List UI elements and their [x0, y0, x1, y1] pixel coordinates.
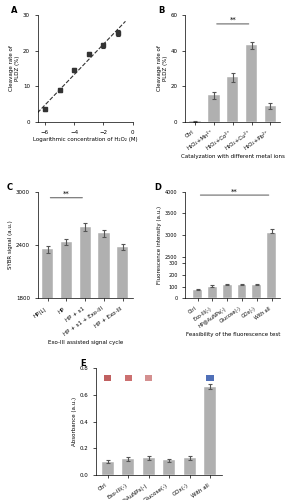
Y-axis label: Cleavage rate of
PLDZ (%): Cleavage rate of PLDZ (%) — [9, 46, 20, 92]
Bar — [61, 242, 72, 459]
Bar — [252, 286, 261, 298]
Text: E: E — [81, 360, 86, 368]
Bar — [98, 234, 110, 459]
Bar — [238, 286, 247, 298]
X-axis label: Catalyzation with different metal ions: Catalyzation with different metal ions — [181, 154, 285, 159]
Text: B: B — [158, 6, 165, 16]
Bar — [79, 227, 91, 459]
Bar — [42, 250, 53, 459]
X-axis label: Exo-III assisted signal cycle: Exo-III assisted signal cycle — [48, 340, 123, 345]
Bar — [267, 233, 276, 298]
Bar — [122, 459, 134, 475]
Bar — [104, 375, 111, 381]
Bar — [145, 375, 152, 381]
Bar — [208, 95, 220, 122]
Y-axis label: Absorbance (a.u.): Absorbance (a.u.) — [72, 397, 77, 446]
Bar — [265, 106, 276, 122]
Text: **: ** — [231, 188, 238, 194]
Bar — [208, 286, 217, 298]
Bar — [204, 386, 216, 475]
Bar — [227, 78, 238, 122]
Text: D: D — [155, 183, 162, 192]
Text: **: ** — [63, 191, 70, 197]
Bar — [101, 462, 114, 475]
Bar — [117, 247, 128, 459]
Bar — [193, 290, 202, 298]
Bar — [142, 458, 155, 475]
Y-axis label: Cleavage rate of
PLDZ (%): Cleavage rate of PLDZ (%) — [157, 46, 168, 92]
Bar — [163, 460, 175, 475]
Text: A: A — [11, 6, 17, 16]
Bar — [184, 458, 196, 475]
Text: **: ** — [229, 17, 236, 23]
Bar — [190, 121, 201, 122]
Bar — [246, 46, 257, 122]
X-axis label: Logarithmic concentration of H₂O₂ (M): Logarithmic concentration of H₂O₂ (M) — [33, 138, 138, 142]
Y-axis label: Fluorescence intensity (a.u.): Fluorescence intensity (a.u.) — [157, 206, 162, 284]
Bar — [223, 286, 231, 298]
Bar — [207, 375, 214, 381]
Text: C: C — [7, 183, 13, 192]
Y-axis label: SYBR signal (a.u.): SYBR signal (a.u.) — [8, 220, 13, 270]
Bar — [125, 375, 132, 381]
X-axis label: Feasibility of the fluorescence test: Feasibility of the fluorescence test — [186, 332, 280, 336]
